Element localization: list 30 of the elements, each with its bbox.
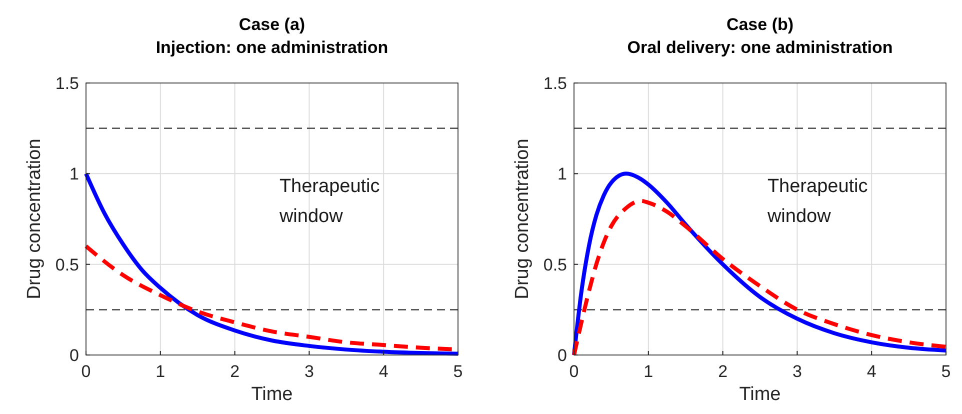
x-tick-label: 5: [453, 362, 463, 381]
x-axis-title: Time: [251, 384, 293, 405]
y-tick-label: 1: [558, 164, 567, 184]
y-tick-label: 1.5: [543, 74, 567, 93]
y-tick-label: 0.5: [543, 255, 567, 274]
y-tick-label: 0: [558, 346, 567, 365]
annotation: Therapeutic window: [278, 176, 380, 227]
x-tick-label: 1: [156, 362, 166, 381]
x-tick-label: 3: [304, 362, 314, 381]
x-tick-label: 3: [792, 362, 802, 381]
x-tick-label: 0: [81, 362, 91, 381]
chart-title: Case (a): [238, 15, 306, 34]
x-tick-label: 2: [230, 362, 240, 381]
x-tick-label: 5: [941, 362, 951, 381]
y-tick-label: 0.5: [55, 255, 79, 274]
y-tick-label: 1.5: [55, 74, 79, 93]
x-tick-label: 2: [718, 362, 728, 381]
chart-title: Case (b): [726, 15, 794, 34]
y-axis-title: Drug concentration: [512, 138, 533, 300]
x-axis-title: Time: [739, 384, 781, 405]
x-tick-label: 0: [569, 362, 579, 381]
x-tick-label: 4: [378, 362, 388, 381]
y-axis-title: Drug concentration: [24, 138, 45, 300]
y-tick-label: 1: [70, 164, 79, 184]
x-tick-label: 4: [866, 362, 876, 381]
chart-subtitle: Injection: one administration: [156, 38, 388, 57]
annotation: Therapeutic window: [766, 176, 868, 227]
chart-subtitle: Oral delivery: one administration: [627, 38, 893, 57]
x-tick-label: 1: [644, 362, 654, 381]
y-tick-label: 0: [70, 346, 79, 365]
